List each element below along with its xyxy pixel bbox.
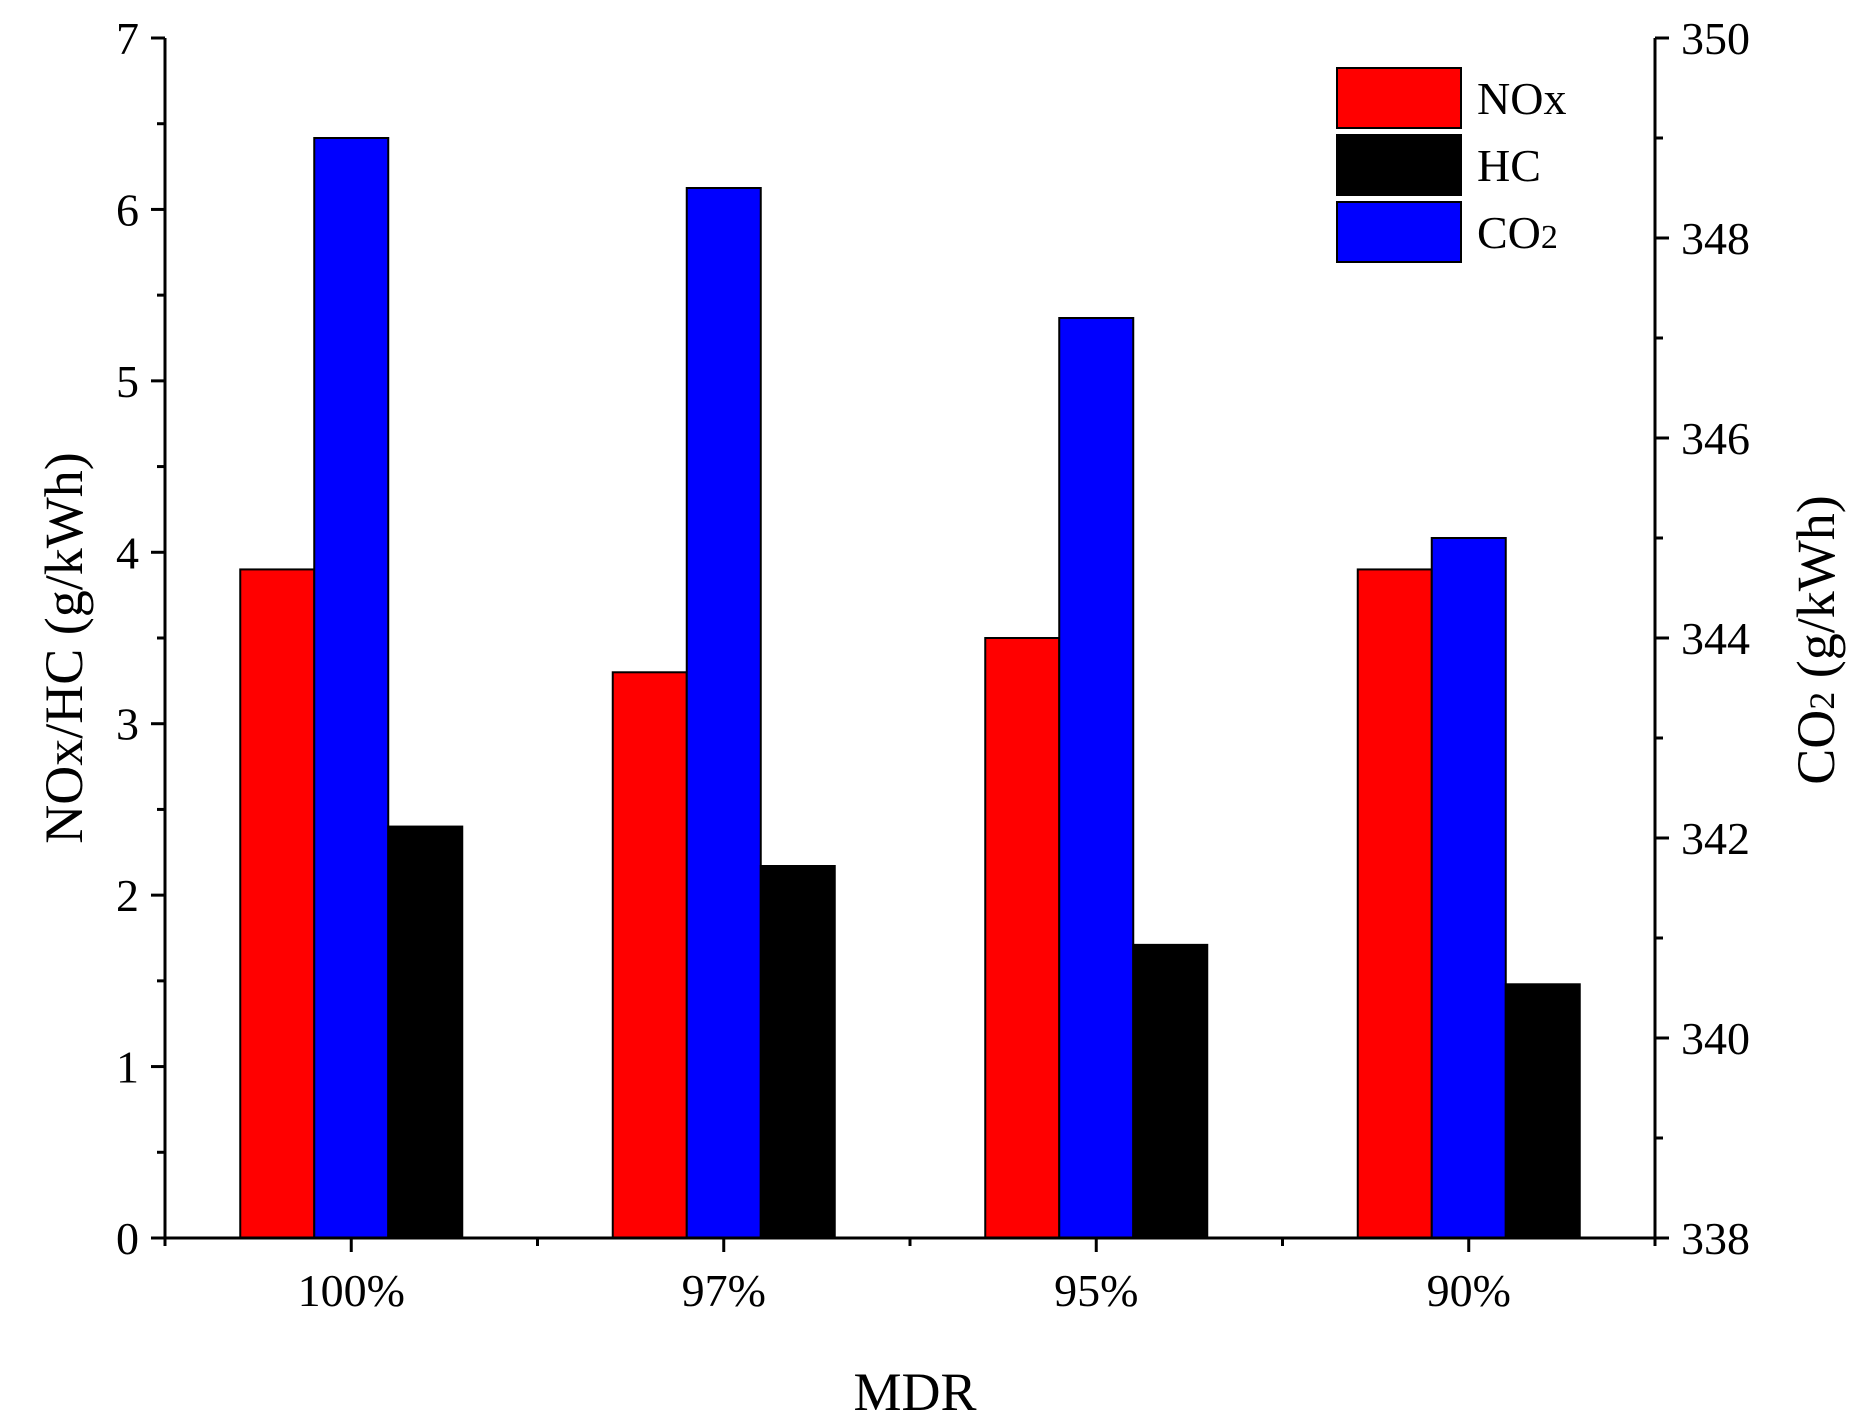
- left-tick-label: 3: [116, 699, 139, 750]
- left-tick-label: 7: [116, 13, 139, 64]
- bar-hc-1: [387, 825, 464, 1239]
- right-tick-label: 346: [1681, 413, 1750, 464]
- x-tick-label: 97%: [682, 1265, 766, 1316]
- left-tick-label: 6: [116, 184, 139, 235]
- bar-co2-2: [685, 187, 762, 1239]
- right-axis-title-sub: 2: [1802, 692, 1842, 710]
- bar-nox-3: [984, 637, 1061, 1239]
- x-tick-label: 95%: [1054, 1265, 1138, 1316]
- bar-co2-1: [313, 137, 390, 1239]
- bar-nox-2: [611, 671, 688, 1239]
- left-axis-title: NOx/HC (g/kWh): [34, 452, 94, 843]
- right-tick-label: 338: [1681, 1213, 1750, 1264]
- x-tick-label: 90%: [1427, 1265, 1511, 1316]
- right-axis-title: CO2 (g/kWh): [1786, 495, 1846, 784]
- bar-nox-1: [239, 568, 316, 1239]
- x-axis-ticks: 100% 97% 95% 90%: [163, 1238, 1657, 1316]
- x-axis-title: MDR: [853, 1362, 976, 1422]
- left-tick-label: 5: [116, 356, 139, 407]
- bar-co2-4: [1430, 537, 1507, 1239]
- x-tick-label: 100%: [298, 1265, 405, 1316]
- right-axis-ticks: 338 340 342 344 346 348 350: [1655, 13, 1750, 1264]
- legend-label-nox: NOx: [1477, 73, 1566, 124]
- right-tick-label: 342: [1681, 813, 1750, 864]
- right-tick-label: 348: [1681, 213, 1750, 264]
- bar-co2-3: [1058, 317, 1135, 1239]
- bar-nox-4: [1356, 568, 1433, 1239]
- legend: NOx HC CO2: [1336, 67, 1566, 263]
- bar-hc-4: [1504, 983, 1581, 1239]
- legend-swatch-nox: [1336, 67, 1462, 129]
- legend-label-hc: HC: [1477, 140, 1541, 191]
- bar-hc-3: [1132, 943, 1209, 1239]
- left-axis-ticks: 0 1 2 3 4 5 6 7: [116, 13, 165, 1264]
- bar-hc-2: [759, 865, 836, 1239]
- right-tick-label: 344: [1681, 613, 1750, 664]
- right-tick-label: 350: [1681, 13, 1750, 64]
- left-tick-label: 0: [116, 1213, 139, 1264]
- right-axis-title-tail: (g/kWh): [1786, 495, 1846, 691]
- legend-label-co2: CO2: [1477, 207, 1558, 258]
- legend-swatch-co2: [1336, 201, 1462, 263]
- right-axis-title-main: CO: [1786, 710, 1846, 785]
- bars-group: [239, 137, 1581, 1239]
- legend-swatch-hc: [1336, 134, 1462, 196]
- left-tick-label: 1: [116, 1042, 139, 1093]
- left-tick-label: 4: [116, 527, 139, 578]
- left-tick-label: 2: [116, 870, 139, 921]
- right-tick-label: 340: [1681, 1013, 1750, 1064]
